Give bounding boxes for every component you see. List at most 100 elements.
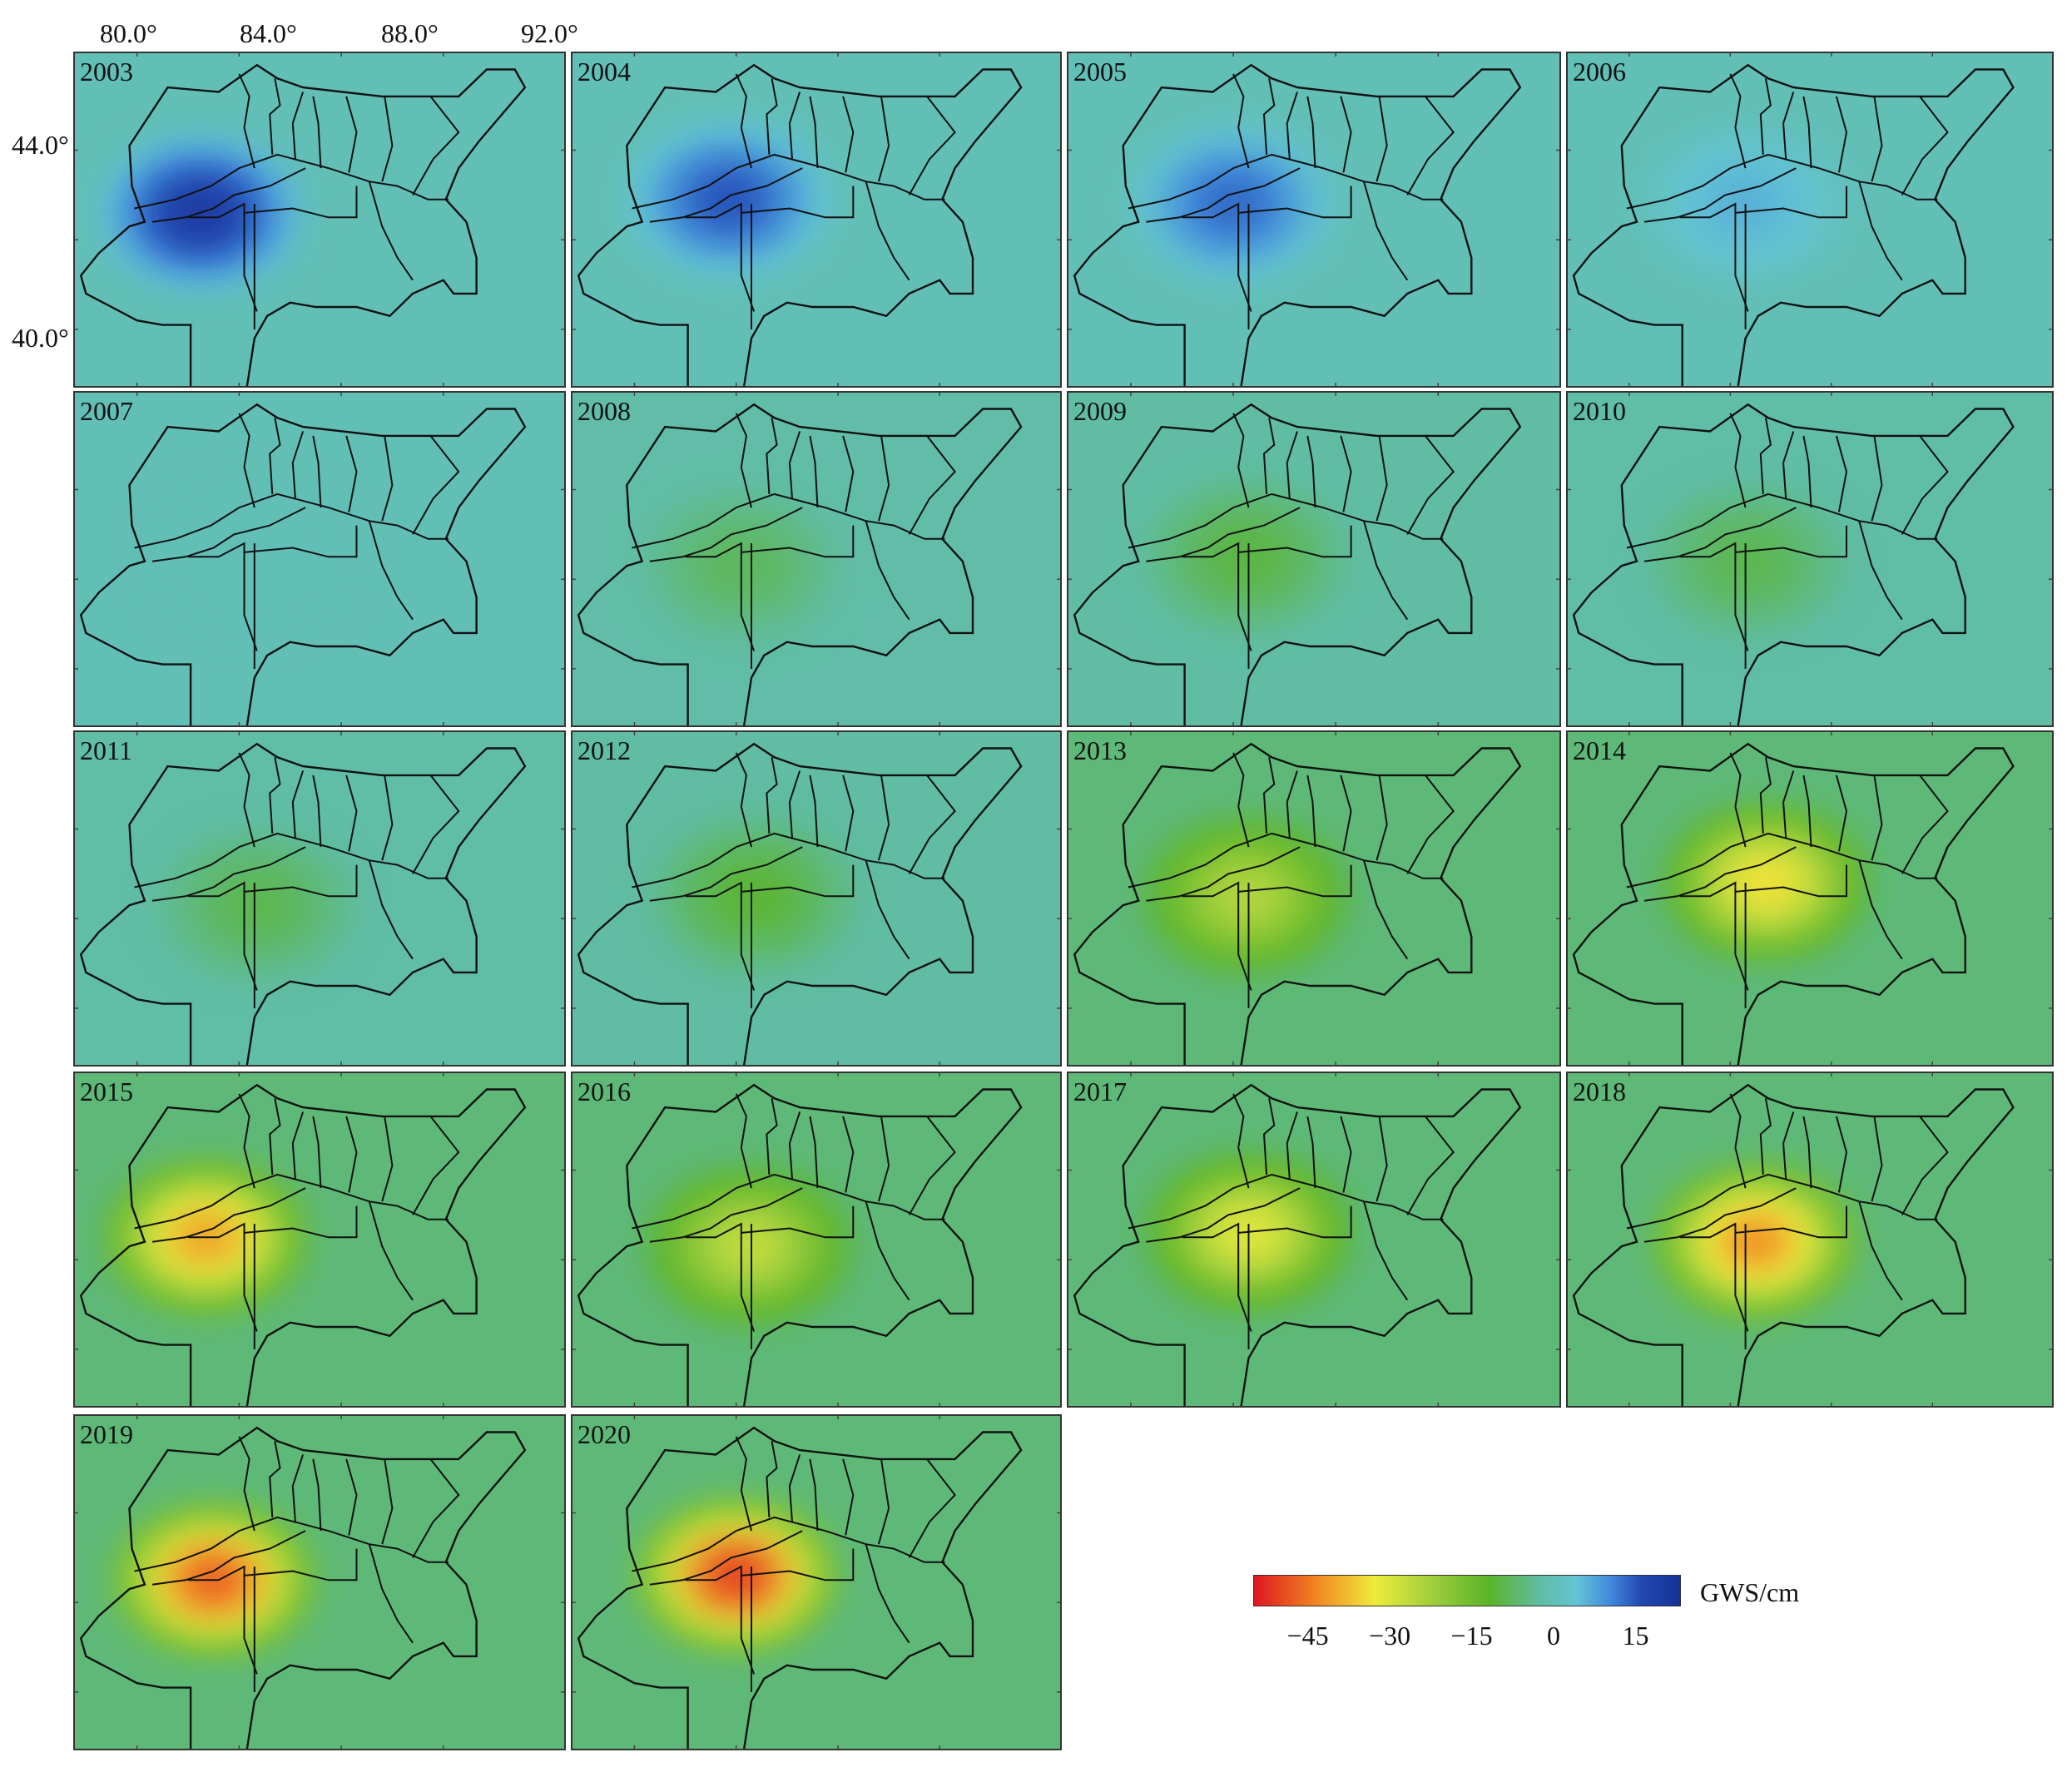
panel-year-label: 2010 [1573,396,1626,426]
prefecture-boundary [1238,525,1352,558]
prefecture-boundary [1729,1093,1747,1189]
prefecture-boundary [244,864,358,898]
prefecture-boundary [1238,1205,1352,1239]
prefecture-boundary [1262,1098,1276,1175]
anomaly-blob [1713,534,1783,588]
prefecture-boundary [1340,1116,1352,1193]
prefecture-boundary [269,757,281,834]
prefecture-boundary [1729,752,1747,848]
panel-year-label: 2014 [1573,735,1626,765]
prefecture-boundary [412,775,460,874]
prefecture-boundary [151,1187,306,1243]
region-outline [577,1083,1023,1408]
prefecture-boundary [444,846,460,879]
prefecture-boundary [368,1200,414,1301]
gws-map [1067,52,1561,388]
prefecture-boundary [1232,1093,1250,1189]
anomaly-blob [713,1219,784,1274]
panel-2011: 2011 [73,730,566,1067]
prefecture-boundary [1802,435,1812,508]
prefecture-boundary [1643,1187,1797,1243]
prefecture-boundary [735,1436,752,1532]
prefecture-boundary [368,181,414,281]
prefecture-boundary [1835,775,1848,852]
prefecture-boundary [788,92,801,160]
gws-map [73,391,566,727]
panel-2019: 2019 [73,1414,566,1750]
prefecture-boundary [1643,507,1797,562]
prefecture-boundary [1128,1173,1444,1230]
prefecture-boundary [134,1516,449,1572]
prefecture-boundary [1858,181,1903,281]
prefecture-boundary [1735,186,1847,219]
prefecture-boundary [865,1543,910,1644]
prefecture-boundary [1759,418,1772,494]
prefecture-boundary [244,1548,358,1581]
panel-frame [1067,52,1561,388]
region-outline [577,1426,1023,1750]
prefecture-boundary [1643,167,1797,223]
region-outline [1073,63,1522,388]
prefecture-boundary [1262,418,1276,494]
panel-2010: 2010 [1566,391,2054,727]
prefecture-boundary [842,96,855,173]
prefecture-boundary [632,153,945,210]
panel-2009: 2009 [1067,391,1561,727]
prefecture-boundary [865,520,910,621]
region-outline [1572,1083,2015,1408]
region-outline [1572,742,2015,1067]
prefecture-boundary [1238,864,1352,898]
prefecture-boundary [1759,1098,1772,1175]
prefecture-boundary [444,507,460,540]
panel-2006: 2006 [1566,52,2054,388]
panel-2020: 2020 [571,1414,1062,1750]
prefecture-boundary [685,542,756,651]
prefecture-boundary [381,1116,394,1202]
panel-frame [571,730,1062,1067]
panel-frame [73,730,566,1067]
lat-label-40: 40.0° [12,323,69,353]
prefecture-boundary [269,1441,281,1517]
prefecture-boundary [809,435,819,508]
prefecture-boundary [766,78,778,155]
region-outline [1073,742,1522,1067]
gws-map [1067,1072,1561,1408]
prefecture-boundary [1128,492,1444,549]
gws-map [571,1414,1062,1750]
prefecture-boundary [1406,775,1455,874]
prefecture-boundary [1306,1116,1316,1189]
prefecture-boundary [632,1173,945,1230]
prefecture-boundary [1901,1116,1949,1215]
prefecture-boundary [766,1441,778,1517]
prefecture-boundary [766,757,778,834]
gws-map [73,1414,566,1750]
prefecture-boundary [1858,859,1903,960]
prefecture-boundary [1802,1116,1812,1189]
prefecture-boundary [809,1458,819,1532]
prefecture-boundary [1262,78,1276,155]
prefecture-boundary [188,881,258,991]
panel-year-label: 2007 [80,396,133,426]
prefecture-boundary [1679,542,1749,651]
prefecture-boundary [1232,413,1250,508]
prefecture-boundary [312,1116,322,1189]
prefecture-boundary [1782,431,1795,499]
panel-frame [571,1072,1062,1408]
prefecture-boundary [291,1111,305,1180]
prefecture-boundary [238,413,255,508]
prefecture-boundary [1759,78,1772,155]
prefecture-boundary [685,881,756,991]
prefecture-boundary [908,1116,956,1215]
gws-map [1566,391,2054,727]
gws-map [73,1072,566,1408]
prefecture-boundary [412,1116,460,1215]
prefecture-boundary [788,1111,801,1180]
prefecture-boundary [368,859,414,960]
prefecture-boundary [741,186,855,219]
prefecture-boundary [1128,153,1444,210]
prefecture-boundary [1340,435,1352,512]
prefecture-boundary [941,167,956,200]
prefecture-boundary [1901,96,1949,196]
prefecture-boundary [908,775,956,874]
prefecture-boundary [1871,96,1883,182]
